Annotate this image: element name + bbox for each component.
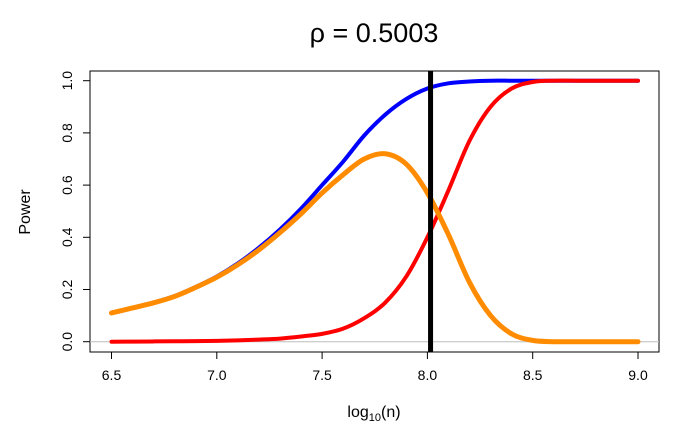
y-tick-label: 1.0 bbox=[59, 71, 75, 91]
x-axis-label-main: log bbox=[347, 404, 368, 421]
plot-frame bbox=[89, 70, 660, 353]
x-tick-label: 8.0 bbox=[418, 367, 438, 383]
x-tick-label: 9.0 bbox=[628, 367, 648, 383]
x-tick-label: 6.5 bbox=[102, 367, 122, 383]
y-tick-label: 0.0 bbox=[59, 332, 75, 352]
red-power-curve bbox=[109, 78, 640, 344]
y-tick-label: 0.4 bbox=[59, 227, 75, 247]
x-axis-label-tail: (n) bbox=[381, 404, 401, 421]
x-tick-label: 8.5 bbox=[523, 367, 543, 383]
y-tick-label: 0.2 bbox=[59, 280, 75, 300]
x-axis-label: log10(n) bbox=[347, 404, 400, 424]
orange-power-curve bbox=[109, 151, 641, 345]
x-axis-label-sub: 10 bbox=[369, 412, 381, 424]
chart-title: ρ = 0.5003 bbox=[310, 18, 439, 48]
y-tick-label: 0.8 bbox=[59, 123, 75, 143]
x-axis: 6.5 7.0 7.5 8.0 8.5 9.0 bbox=[102, 352, 648, 383]
blue-power-curve bbox=[109, 78, 640, 315]
y-axis: 0.0 0.2 0.4 0.6 0.8 1.0 bbox=[59, 71, 90, 352]
y-axis-label: Power bbox=[17, 189, 34, 235]
y-tick-label: 0.6 bbox=[59, 175, 75, 195]
x-tick-label: 7.5 bbox=[312, 367, 332, 383]
x-tick-label: 7.0 bbox=[207, 367, 227, 383]
